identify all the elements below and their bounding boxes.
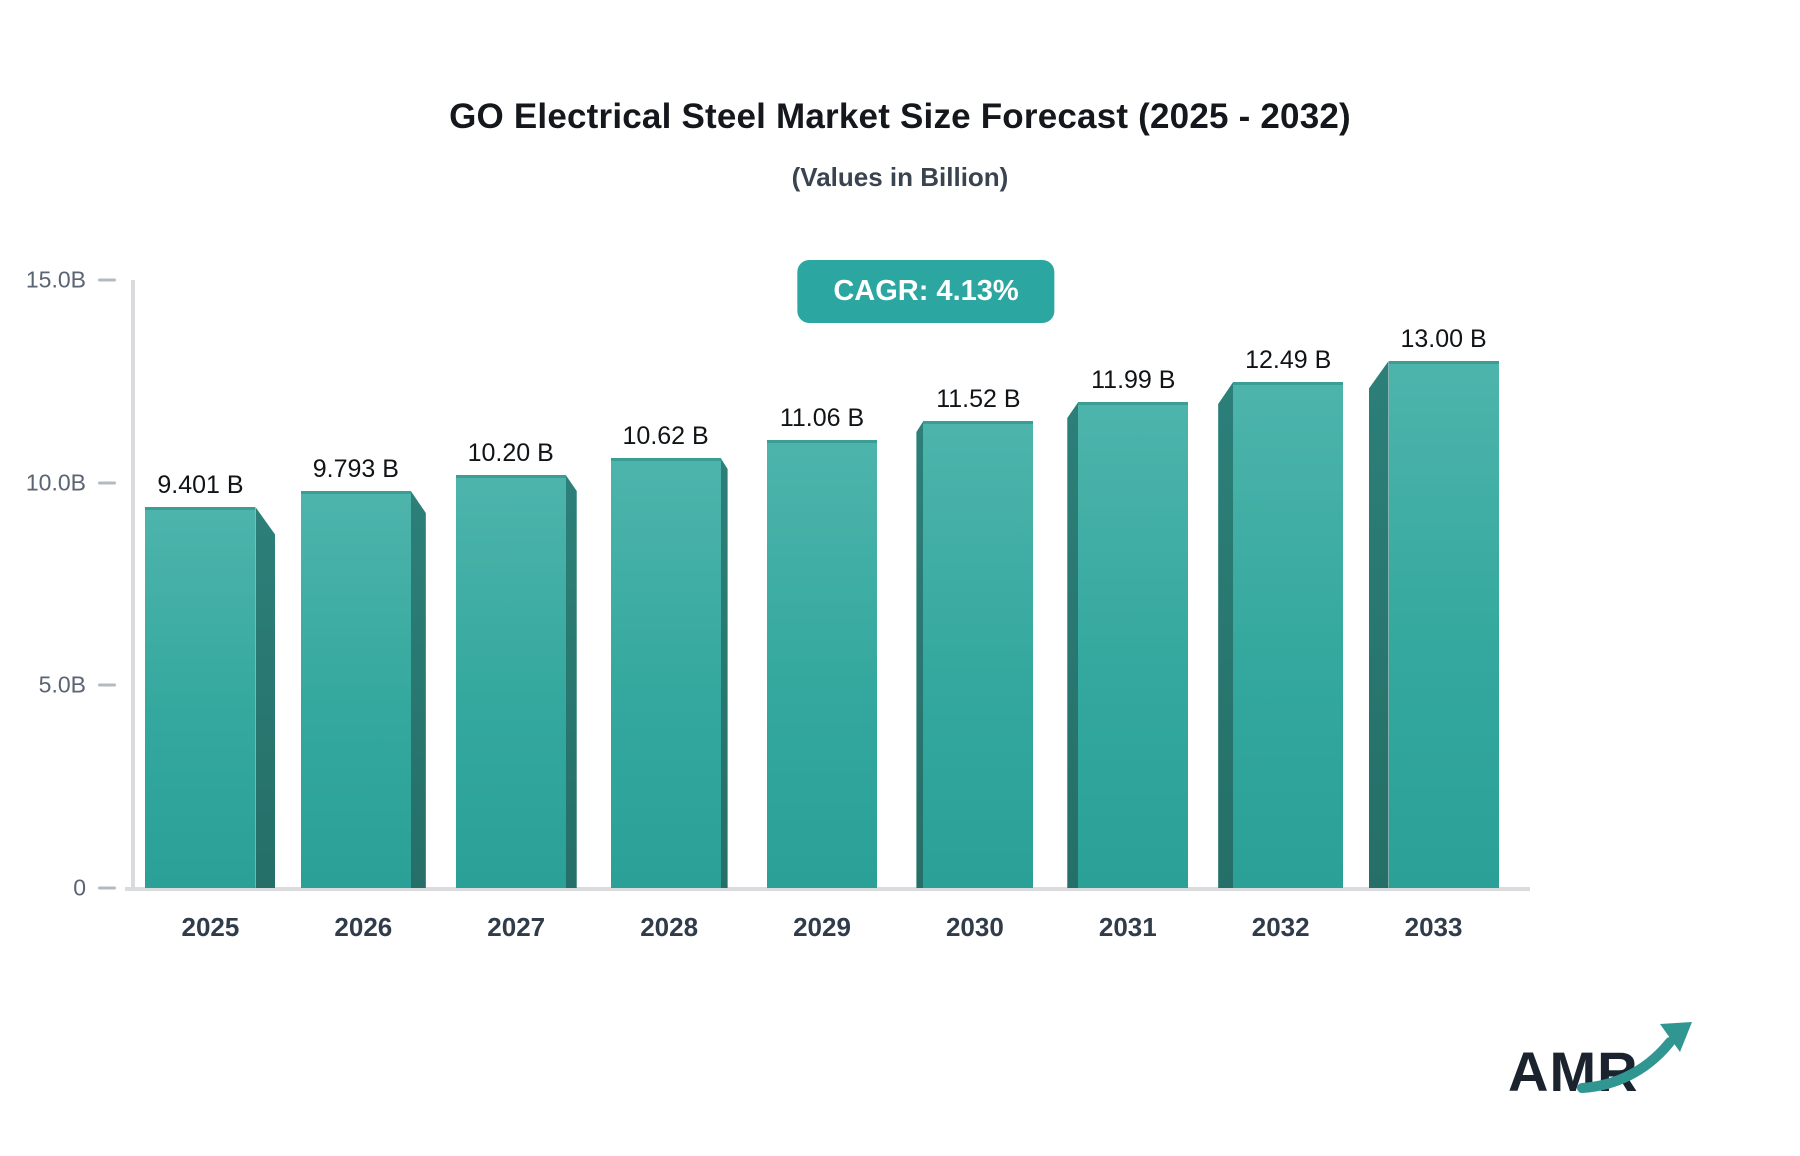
bar: 9.401 B [145,471,276,888]
x-axis-label: 2025 [181,912,240,942]
bar: 12.49 B [1218,346,1344,888]
y-axis: 15.0B 10.0B 5.0B 0 [0,267,120,901]
bar-face: 11.06 B [767,404,877,888]
bar-face: 9.793 B [300,455,411,888]
bar: 13.00 B [1368,325,1499,888]
y-tick-label: 5.0B [38,671,86,698]
y-tick: 5.0B [39,672,120,699]
x-axis-label: 2033 [1404,912,1463,942]
bars-row: 9.401 B 9.793 B 10.20 B 10.62 B 11.06 B 11.52… [134,280,1510,888]
bar-face: 11.99 B [1078,366,1189,888]
bar: 11.06 B [767,404,877,888]
bar: 9.793 B [300,455,426,888]
bar-slot: 11.99 B [1051,280,1204,888]
bar-side-face [916,421,924,888]
bar-value-label: 13.00 B [1400,325,1487,353]
y-tick: 15.0B [26,267,120,294]
bar-slot: 9.793 B [287,280,440,888]
amr-logo: AMR [1508,1022,1692,1103]
bar-side-face [1067,402,1079,888]
y-tick-dash [98,278,116,282]
bar: 10.62 B [610,422,728,888]
bar-face: 10.62 B [610,422,721,888]
bar-value-label: 9.793 B [312,455,399,483]
bar-slot: 13.00 B [1357,280,1510,888]
y-tick-label: 0 [73,874,86,901]
bar-face: 9.401 B [145,471,256,888]
y-tick-dash [98,683,116,687]
x-axis-label: 2032 [1251,912,1310,942]
bar-slot: 9.401 B [134,280,287,888]
x-axis-label: 2026 [334,912,393,942]
y-tick-label: 15.0B [25,266,86,293]
bar-side-face [1218,382,1234,888]
y-tick-dash [98,481,116,485]
y-axis-line [131,280,135,890]
x-axis-line [125,887,1530,891]
bar-value-label: 11.06 B [779,404,865,432]
y-tick-label: 10.0B [25,469,86,496]
x-axis-label: 2030 [945,912,1004,942]
bar-side-face [720,458,728,888]
bar-side-face [565,475,577,888]
bar: 10.20 B [455,439,577,888]
bar: 11.99 B [1067,366,1189,888]
cagr-badge: CAGR: 4.13% [797,260,1055,323]
bar-face: 11.52 B [923,385,1034,888]
bar-face: 12.49 B [1233,346,1344,888]
bar-slot: 11.06 B [746,280,899,888]
bar-value-label: 12.49 B [1245,346,1332,374]
bar-slot: 10.20 B [440,280,593,888]
plot-area: 9.401 B 9.793 B 10.20 B 10.62 B 11.06 B 11.52… [120,280,1530,891]
x-axis-labels: 2025 2026 2027 2028 2029 2030 2031 2032 2033 [134,912,1510,943]
bar-value-label: 11.99 B [1091,366,1176,394]
x-axis-label: 2028 [640,912,699,942]
amr-logo-text: AMR [1508,1040,1639,1103]
growth-arrow-icon [1577,1022,1692,1093]
bar-slot: 10.62 B [593,280,746,888]
bar: 11.52 B [916,385,1034,888]
x-axis-label: 2029 [793,912,851,942]
bar-face: 10.20 B [455,439,566,888]
bar-value-label: 10.62 B [622,422,709,450]
x-axis-label: 2027 [487,912,546,942]
bar-value-label: 11.52 B [936,385,1021,413]
bar-side-face [255,507,276,888]
bar-slot: 11.52 B [898,280,1051,888]
chart-title: GO Electrical Steel Market Size Forecast… [449,97,1351,136]
bar-slot: 12.49 B [1204,280,1357,888]
y-tick: 0 [73,875,120,902]
x-axis-label: 2031 [1098,912,1157,942]
bar-value-label: 9.401 B [157,471,244,499]
bar-side-face [410,491,426,888]
bar-side-face [1368,361,1389,888]
bar-value-label: 10.20 B [467,439,554,467]
chart-subtitle: (Values in Billion) [791,162,1009,192]
bar-face: 13.00 B [1388,325,1499,888]
y-tick-dash [98,886,116,890]
y-tick: 10.0B [26,469,120,496]
